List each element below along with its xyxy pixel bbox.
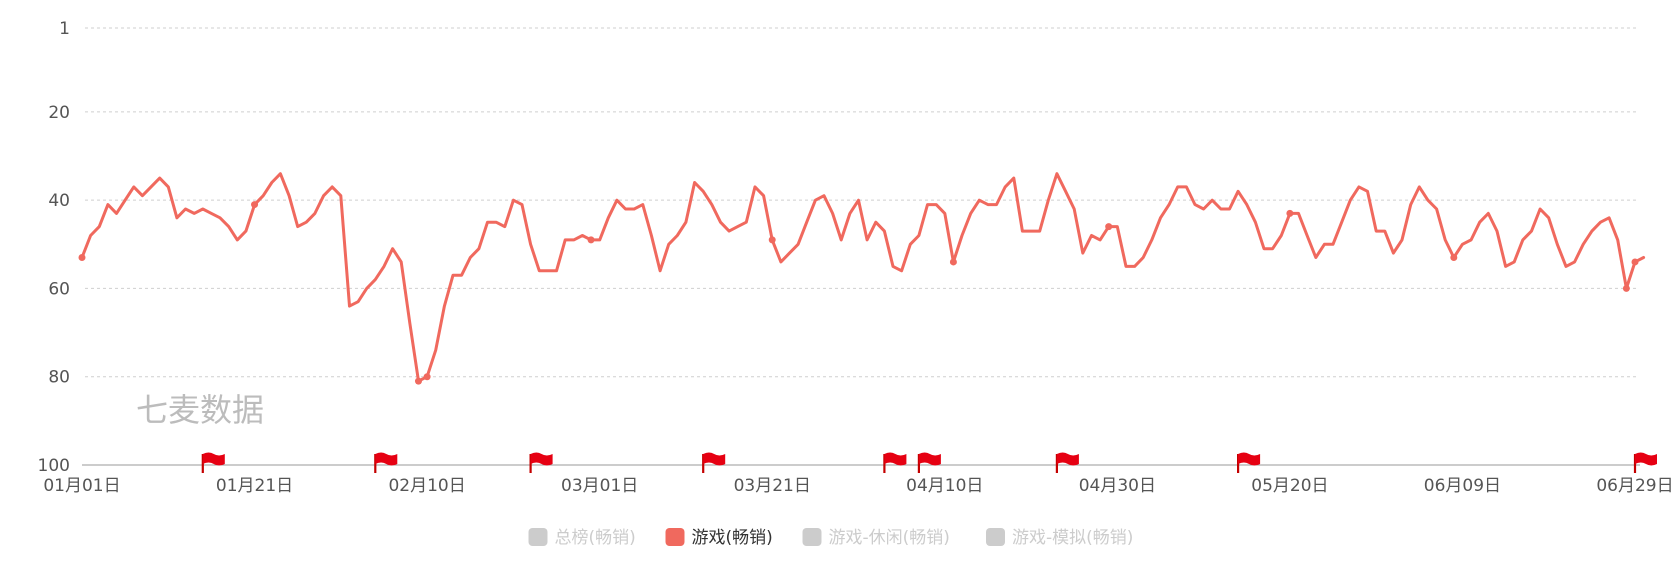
- legend-swatch: [986, 528, 1005, 546]
- series-line[interactable]: [80, 172, 1646, 383]
- data-point[interactable]: [1105, 223, 1113, 231]
- y-tick-label: 20: [48, 103, 70, 123]
- x-tick-label: 03月21日: [734, 476, 811, 496]
- data-point[interactable]: [587, 236, 595, 244]
- legend-label: 游戏-休闲(畅销): [829, 528, 950, 548]
- flag-icon[interactable]: [1236, 452, 1261, 474]
- legend-swatch: [665, 528, 685, 546]
- flag-icon[interactable]: [702, 452, 726, 474]
- flag-icon[interactable]: [529, 452, 553, 474]
- y-tick-label: 1: [59, 19, 70, 39]
- data-point[interactable]: [1622, 284, 1630, 292]
- legend-swatch: [528, 528, 548, 546]
- x-tick-label: 04月10日: [906, 476, 983, 496]
- x-tick-label: 06月29日: [1596, 476, 1673, 496]
- series-layer[interactable]: [78, 172, 1646, 385]
- x-axis: 01月01日 01月21日 02月10日 03月01日 03月21日 04月10日 04月3…: [43, 464, 1674, 496]
- x-tick-label: 06月09日: [1424, 476, 1501, 496]
- data-point[interactable]: [78, 254, 86, 262]
- flag-icon[interactable]: [1633, 452, 1657, 474]
- legend-item[interactable]: 总榜(畅销): [528, 528, 636, 548]
- y-tick-label: 80: [48, 368, 70, 388]
- data-point[interactable]: [1631, 258, 1639, 266]
- flag-icon[interactable]: [201, 452, 225, 474]
- flag-icon[interactable]: [374, 452, 398, 474]
- legend-item[interactable]: 游戏(畅销): [665, 528, 773, 548]
- y-tick-label: 100: [38, 456, 70, 476]
- flag-icon[interactable]: [883, 452, 907, 474]
- legend-item[interactable]: 游戏-休闲(畅销): [802, 528, 950, 548]
- x-tick-label: 01月21日: [216, 476, 293, 496]
- flag-banner: [202, 452, 225, 466]
- flag-banner: [703, 452, 726, 466]
- flag-banner: [375, 452, 398, 466]
- watermark-text: 七麦数据: [136, 391, 264, 429]
- legend-label: 游戏-模拟(畅销): [1012, 528, 1133, 548]
- x-tick-label: 04月30日: [1079, 476, 1156, 496]
- y-axis: 1 20 40 60 80 100: [38, 19, 70, 476]
- x-tick-label: 01月01日: [43, 476, 120, 496]
- data-point[interactable]: [1286, 209, 1294, 217]
- grid-lines: [85, 27, 1638, 378]
- data-point[interactable]: [768, 236, 776, 244]
- flag-banner: [1056, 452, 1079, 466]
- data-point[interactable]: [949, 258, 957, 266]
- data-point[interactable]: [423, 373, 431, 381]
- flag-icon[interactable]: [917, 452, 941, 474]
- x-tick-label: 03月01日: [561, 476, 638, 496]
- flag-banner: [1635, 452, 1657, 466]
- legend-label: 总榜(畅销): [555, 528, 636, 548]
- legend-label: 游戏(畅销): [692, 528, 773, 548]
- data-point[interactable]: [1450, 254, 1458, 262]
- flag-icon[interactable]: [1055, 452, 1079, 474]
- data-point[interactable]: [414, 377, 422, 385]
- x-tick-label: 05月20日: [1251, 476, 1328, 496]
- y-tick-label: 60: [48, 279, 70, 299]
- legend-swatch: [802, 528, 822, 546]
- x-tick-label: 02月10日: [388, 476, 465, 496]
- flag-banner: [530, 452, 553, 466]
- flag-banner: [1238, 452, 1261, 466]
- flag-banner: [884, 452, 907, 466]
- flag-banner: [918, 452, 941, 466]
- flag-markers[interactable]: [201, 452, 1657, 474]
- legend-item[interactable]: 游戏-模拟(畅销): [986, 528, 1133, 548]
- data-point[interactable]: [251, 201, 259, 209]
- y-tick-label: 40: [48, 191, 70, 211]
- chart-legend[interactable]: 总榜(畅销) 游戏(畅销) 游戏-休闲(畅销) 游戏-模拟(畅销): [528, 528, 1134, 548]
